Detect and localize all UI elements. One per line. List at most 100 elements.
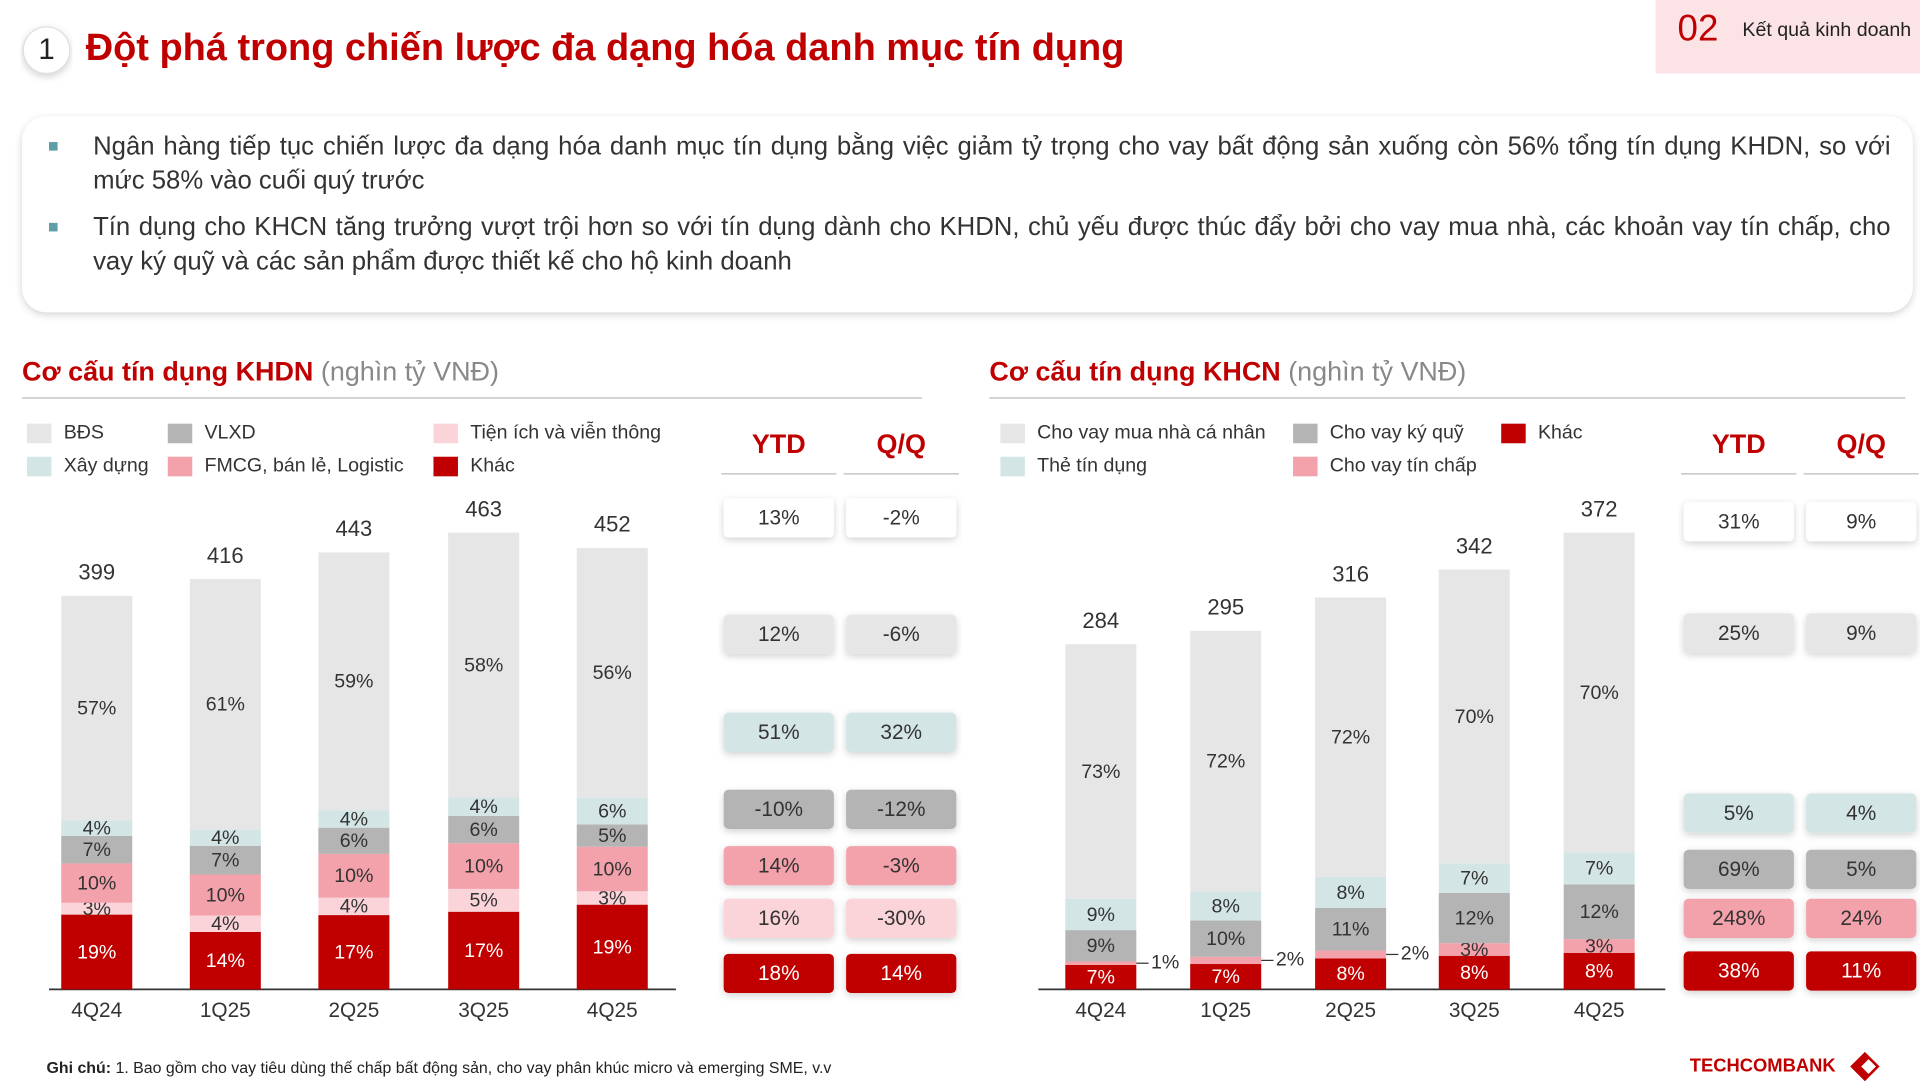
bar-segment (1438, 892, 1510, 944)
bar-segment (576, 846, 648, 892)
growth-value: 5% (1724, 802, 1754, 825)
section-label: Kết quả kinh doanh (1742, 19, 1911, 41)
growth-value: -30% (877, 907, 926, 930)
bar-segment (1190, 891, 1262, 921)
bar-segment (189, 829, 261, 846)
growth-value: -2% (883, 507, 920, 530)
logo-icon (1850, 1051, 1880, 1082)
chart-title-main: Cơ cấu tín dụng KHCN (989, 357, 1280, 387)
bar-total: 416 (207, 543, 244, 568)
segment-label: 2% (1276, 949, 1304, 971)
bar-segment (1438, 863, 1510, 893)
growth-cell (723, 789, 834, 829)
bar-segment (448, 843, 520, 889)
segment-label: 17% (334, 942, 373, 964)
bar-segment (1563, 852, 1635, 885)
segment-label: 12% (1580, 901, 1619, 923)
segment-label: 8% (1336, 963, 1364, 985)
growth-value: 31% (1718, 510, 1760, 533)
segment-label: 10% (206, 884, 245, 906)
legend-swatch (1293, 456, 1318, 477)
legend-swatch (167, 423, 193, 444)
segment-label: 6% (598, 800, 626, 822)
bar-segment (318, 915, 390, 990)
segment-label: 8% (1336, 882, 1364, 904)
growth-cell (1683, 793, 1794, 833)
bar-segment (1190, 630, 1262, 892)
bar-segment (1065, 961, 1137, 965)
logo: TECHCOMBANK (1690, 1054, 1837, 1075)
segment-label: 10% (77, 872, 116, 894)
legend-label: Cho vay tín chấp (1330, 455, 1477, 477)
bar-segment (189, 874, 261, 916)
bar-segment (189, 931, 261, 990)
growth-cell (1806, 849, 1917, 889)
chart-title: Cơ cấu tín dụng KHDN (nghìn tỷ VNĐ) (22, 357, 499, 387)
x-tick-label: 3Q25 (458, 999, 509, 1022)
bar-segment (1190, 956, 1262, 965)
growth-value: 14% (758, 854, 800, 877)
legend-swatch (1501, 423, 1526, 444)
bar-total: 284 (1082, 608, 1119, 633)
bar-segment (61, 863, 133, 903)
growth-cell (846, 846, 957, 886)
growth-cell (846, 953, 957, 994)
growth-header: Q/Q (877, 429, 926, 459)
growth-value: 24% (1840, 907, 1882, 930)
legend-swatch (433, 423, 458, 444)
legend-label: Khác (470, 455, 515, 477)
x-tick-label: 4Q25 (587, 999, 638, 1022)
segment-label: 3% (598, 887, 626, 909)
x-tick-label: 1Q25 (200, 999, 251, 1022)
segment-label: 6% (470, 819, 498, 841)
legend-swatch (1293, 423, 1318, 444)
bar-segment (576, 547, 648, 798)
bar-segment (1190, 964, 1262, 990)
growth-cell (1806, 502, 1917, 542)
bar-segment (1065, 644, 1137, 899)
segment-label: 17% (464, 940, 503, 962)
growth-value: 9% (1846, 622, 1876, 645)
bar-segment (1315, 907, 1387, 951)
growth-value: 9% (1846, 510, 1876, 533)
growth-cell (723, 898, 834, 938)
segment-label: 11% (1332, 919, 1370, 941)
legend-label: VLXD (205, 422, 256, 444)
growth-value: 18% (758, 962, 800, 985)
segment-label: 8% (1585, 960, 1613, 982)
growth-value: -12% (877, 798, 926, 821)
segment-label: 5% (598, 825, 626, 847)
bar-segment (448, 532, 520, 798)
chart-unit: (nghìn tỷ VNĐ) (1288, 357, 1466, 387)
x-tick-label: 2Q25 (1325, 999, 1376, 1022)
segment-label: 7% (1585, 858, 1613, 880)
bar-segment (1065, 898, 1137, 931)
segment-label: 4% (340, 808, 368, 830)
growth-header: YTD (1712, 429, 1766, 459)
bar-total: 342 (1456, 533, 1493, 558)
segment-label: 8% (1460, 962, 1488, 984)
segment-label: 9% (1087, 935, 1115, 957)
bar-segment (318, 897, 390, 916)
growth-cell (1683, 951, 1794, 991)
bar-segment (1563, 884, 1635, 940)
section-tab (1655, 0, 1920, 74)
footnote-text: 1. Bao gồm cho vay tiêu dùng thế chấp bấ… (115, 1060, 831, 1077)
growth-cell (846, 614, 957, 654)
growth-cell (846, 898, 957, 938)
footnote-label: Ghi chú: (47, 1060, 112, 1077)
growth-value: 5% (1846, 858, 1876, 881)
segment-label: 58% (464, 654, 503, 676)
segment-label: 19% (593, 936, 632, 958)
segment-label: 12% (1455, 907, 1494, 929)
growth-cell (1683, 898, 1794, 938)
segment-label: 70% (1455, 706, 1494, 728)
segment-label: 10% (1206, 928, 1245, 950)
bar-segment (448, 911, 520, 990)
growth-value: 248% (1712, 907, 1765, 930)
bar-segment (1438, 943, 1510, 956)
growth-value: -10% (754, 798, 803, 821)
segment-label: 72% (1206, 751, 1245, 773)
segment-label: 61% (206, 694, 245, 716)
bar-segment (576, 891, 648, 905)
